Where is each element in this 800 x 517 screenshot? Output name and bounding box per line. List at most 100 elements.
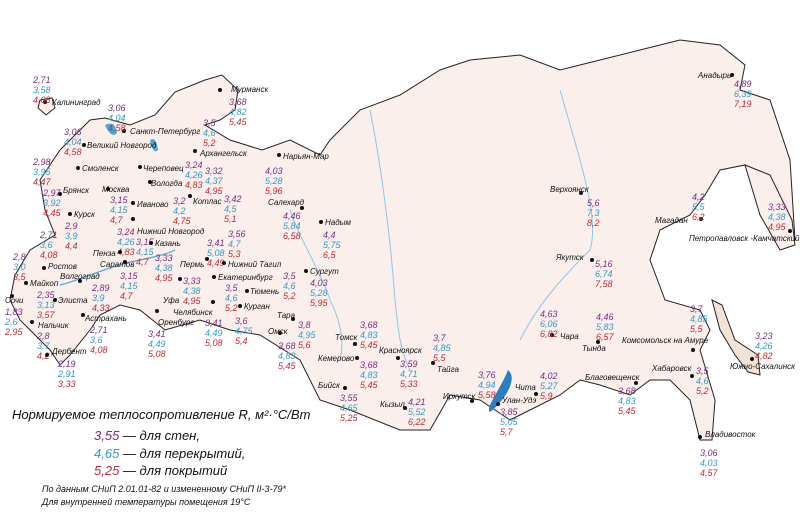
wall-resistance: 3,15 — [136, 237, 154, 247]
city-name: Нижний Новгород — [137, 227, 205, 236]
city-values: 2,89 3,9 4,33 — [92, 283, 110, 313]
roof-resistance: 3,5 — [13, 272, 26, 282]
city-values: 5,16 6,74 7,58 — [595, 259, 613, 289]
floor-resistance: 3,6 — [40, 240, 53, 250]
roof-resistance: 4,95 — [155, 273, 173, 283]
city-marker — [245, 289, 249, 293]
city-name: Красноярск — [379, 346, 422, 355]
city-name: Элиста — [58, 296, 88, 305]
wall-resistance: 3,5 — [203, 118, 216, 128]
floor-resistance: 4,5 — [224, 204, 237, 214]
wall-resistance: 4,02 — [540, 371, 558, 381]
city-marker — [355, 356, 359, 360]
roof-resistance: 4,47 — [33, 177, 51, 187]
city-name: Ростов — [48, 262, 77, 271]
floor-resistance: 4,38 — [183, 286, 201, 296]
floor-resistance: 4,7 — [228, 239, 241, 249]
wall-resistance: 3,06 — [64, 127, 82, 137]
floor-resistance: 3,0 — [13, 262, 26, 272]
city-name: Комсомольск на Амуре — [622, 336, 709, 345]
city-marker — [155, 309, 159, 313]
wall-resistance: 2,71 — [33, 75, 51, 85]
city-name: Хабаровск — [652, 364, 692, 373]
city-marker — [149, 241, 153, 245]
city-marker — [431, 361, 435, 365]
city-marker — [68, 212, 72, 216]
legend-floors-value: 4,65 — [94, 446, 120, 461]
roof-resistance: 3,57 — [37, 310, 55, 320]
city-values: 3,15 4,15 4,7 — [136, 237, 154, 267]
city-name: Санкт-Петербург — [130, 127, 201, 136]
roof-resistance: 4,57 — [700, 468, 718, 478]
legend-walls-label: — для стен, — [122, 428, 200, 443]
city-marker — [300, 206, 304, 210]
city-name: Волгоград — [60, 272, 100, 281]
roof-resistance: 6,2 — [692, 212, 705, 222]
city-name: Улан-Удэ — [502, 396, 537, 405]
legend-roofs: 5,25 — для покрытий — [94, 463, 227, 478]
wall-resistance: 2,9 — [65, 221, 78, 231]
city-marker — [131, 217, 135, 221]
city-marker — [343, 386, 347, 390]
wall-resistance: 3,41 — [207, 238, 225, 248]
city-values: 3,68 4,82 5,45 — [229, 97, 247, 127]
city-values: 4,46 5,84 6,58 — [283, 211, 301, 241]
roof-resistance: 5,7 — [500, 427, 513, 437]
city-values: 3,85 5,05 5,7 — [500, 407, 518, 437]
roof-resistance: 4,7 — [136, 257, 149, 267]
roof-resistance: 5,58 — [478, 390, 496, 400]
floor-resistance: 5,05 — [500, 417, 518, 427]
city-values: 3,41 5,08 4,49 — [207, 238, 225, 268]
city-name: Саратов — [100, 260, 135, 269]
city-name: Анадырь — [698, 71, 732, 80]
roof-resistance: 5,2 — [225, 303, 238, 313]
city-name: Томск — [335, 333, 358, 342]
roof-resistance: 5,4 — [235, 336, 248, 346]
wall-resistance: 3,42 — [224, 194, 242, 204]
city-values: 3,56 4,7 5,3 — [228, 229, 246, 259]
city-name: Надым — [325, 218, 352, 227]
roof-resistance: 5,3 — [228, 249, 241, 259]
wall-resistance: 2,35 — [37, 290, 55, 300]
city-marker — [470, 399, 474, 403]
city-marker — [579, 191, 583, 195]
floor-resistance: 5,08 — [207, 248, 225, 258]
city-values: 3,76 4,94 5,58 — [478, 370, 496, 400]
floor-resistance: 4,15 — [136, 247, 154, 257]
river-volga — [59, 249, 176, 286]
floor-resistance: 6,06 — [540, 319, 558, 329]
floor-resistance: 3,9 — [92, 293, 105, 303]
city-name: Салехард — [268, 198, 305, 207]
wall-resistance: 3,6 — [235, 316, 248, 326]
roof-resistance: 4,83 — [185, 180, 203, 190]
legend-walls: 3,55 — для стен, — [94, 428, 200, 443]
city-name: Иваново — [137, 200, 169, 209]
floor-resistance: 4,15 — [110, 205, 128, 215]
wall-resistance: 4,03 — [310, 278, 328, 288]
wall-resistance: 3,33 — [155, 253, 173, 263]
city-marker — [30, 320, 34, 324]
roof-resistance: 7,19 — [734, 99, 752, 109]
city-values: 3,32 4,37 4,95 — [205, 166, 223, 196]
floor-resistance: 6,39 — [734, 89, 752, 99]
floor-resistance: 4,37 — [205, 176, 223, 186]
city-values: 1,83 2,6 2,95 — [5, 307, 23, 337]
city-marker — [188, 194, 192, 198]
city-name: Калининград — [52, 98, 101, 107]
roof-resistance: 5,96 — [265, 186, 283, 196]
wall-resistance: 3,55 — [340, 393, 358, 403]
city-marker — [45, 353, 49, 357]
city-name: Нарьян-Мар — [283, 152, 329, 161]
floor-resistance: 6,74 — [595, 269, 613, 279]
wall-resistance: 3,7 — [690, 304, 703, 314]
city-values: 3,15 4,15 4,7 — [110, 195, 128, 225]
wall-resistance: 3,8 — [298, 320, 311, 330]
city-values: 4,89 6,39 7,19 — [734, 79, 752, 109]
lake-baikal — [489, 370, 512, 412]
city-marker — [222, 261, 226, 265]
wall-resistance: 3,23 — [755, 331, 773, 341]
city-values: 2,98 3,95 4,47 — [33, 157, 51, 187]
city-values: 3,24 4,26 4,83 — [117, 227, 135, 257]
wall-resistance: 3,68 — [278, 341, 296, 351]
floor-resistance: 5,52 — [408, 407, 426, 417]
